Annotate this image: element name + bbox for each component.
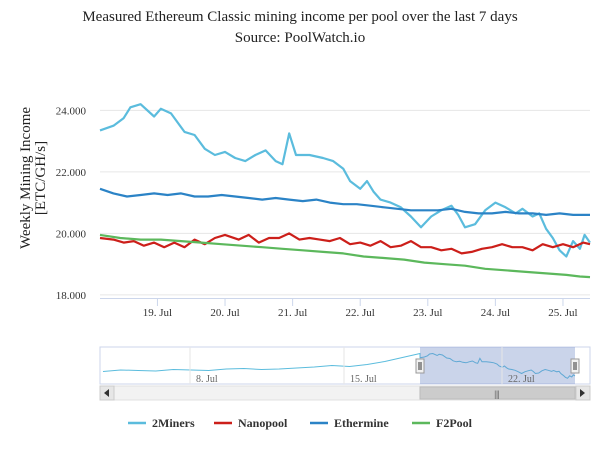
navigator-frame	[99, 346, 591, 385]
x-tick-label: 25. Jul	[548, 307, 577, 319]
legend-item-f2pool[interactable]: F2Pool	[412, 416, 473, 430]
navigator-selection[interactable]	[420, 347, 575, 384]
y-axis: 18.000 20.000 22.000 24.000	[56, 105, 87, 302]
scrollbar[interactable]: |||	[99, 385, 591, 401]
x-tick-label: 21. Jul	[278, 307, 307, 319]
x-tick-label: 20. Jul	[210, 307, 239, 319]
navigator-tick-label: 15. Jul	[350, 374, 377, 385]
navigator-left-handle[interactable]	[415, 358, 425, 374]
y-axis-unit: [ETC/GH/s]	[33, 141, 49, 215]
navigator-tick-label: 22. Jul	[508, 374, 535, 385]
x-tick-label: 24. Jul	[481, 307, 510, 319]
series-line-ethermine	[99, 187, 590, 216]
chart-title: Measured Ethereum Classic mining income …	[82, 9, 518, 25]
navigator[interactable]: 8. Jul 15. Jul 22. Jul	[99, 346, 591, 385]
legend-label: Nanopool	[238, 416, 288, 430]
grid-lines	[100, 109, 590, 296]
x-tick-label: 23. Jul	[413, 307, 442, 319]
y-tick-label: 24.000	[56, 105, 87, 117]
legend-item-2miners[interactable]: 2Miners	[128, 416, 195, 430]
scrollbar-thumb-grip: |||	[494, 389, 500, 399]
y-tick-label: 18.000	[56, 290, 87, 302]
scrollbar-left-button[interactable]	[99, 385, 115, 401]
x-tick-label: 22. Jul	[346, 307, 375, 319]
navigator-series-line	[102, 352, 576, 379]
navigator-tick-label: 8. Jul	[196, 374, 218, 385]
scroll-left-arrow-icon	[104, 389, 109, 397]
y-tick-label: 22.000	[56, 167, 87, 179]
scroll-right-arrow-icon	[580, 389, 585, 397]
scrollbar-thumb[interactable]	[419, 386, 576, 400]
navigator-right-handle[interactable]	[570, 358, 580, 374]
legend-item-ethermine[interactable]: Ethermine	[310, 416, 389, 430]
scrollbar-right-button[interactable]	[575, 385, 591, 401]
legend-label: Ethermine	[334, 416, 389, 430]
y-axis-title: Weekly Mining Income	[18, 107, 34, 249]
y-tick-label: 20.000	[56, 228, 87, 240]
legend-label: 2Miners	[152, 416, 195, 430]
x-axis: 19. Jul 20. Jul 21. Jul 22. Jul 23. Jul 24. J…	[100, 298, 590, 319]
chart-subtitle: Source: PoolWatch.io	[234, 30, 366, 46]
legend: 2Miners Nanopool Ethermine F2Pool	[128, 416, 473, 430]
navigator-x-axis: 8. Jul 15. Jul 22. Jul	[189, 347, 535, 385]
legend-label: F2Pool	[436, 416, 473, 430]
series-line-2miners	[99, 103, 591, 258]
series-line-f2pool	[99, 233, 591, 279]
plot-area	[99, 103, 591, 279]
x-tick-label: 19. Jul	[143, 307, 172, 319]
series-line-nanopool	[99, 232, 591, 255]
legend-item-nanopool[interactable]: Nanopool	[214, 416, 288, 430]
